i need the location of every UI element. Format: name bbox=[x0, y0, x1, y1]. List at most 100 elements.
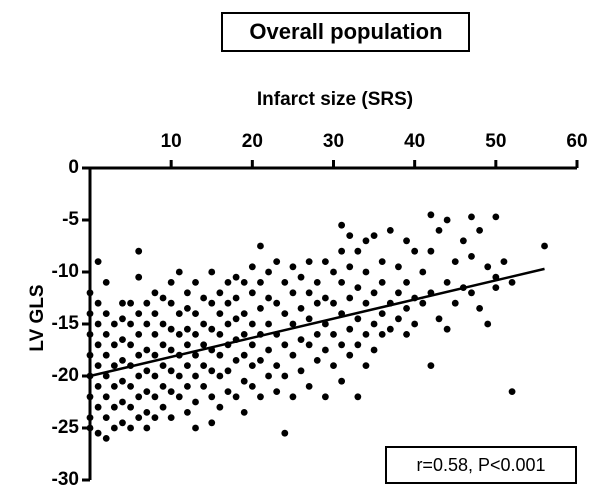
x-axis-label: Infarct size (SRS) bbox=[257, 89, 413, 110]
point bbox=[468, 253, 475, 260]
point bbox=[395, 263, 402, 271]
point bbox=[378, 331, 386, 338]
point bbox=[248, 320, 256, 328]
point bbox=[362, 331, 370, 338]
point bbox=[208, 419, 216, 427]
point bbox=[184, 409, 191, 416]
point bbox=[135, 414, 143, 421]
point bbox=[167, 346, 175, 354]
point bbox=[86, 424, 94, 432]
point bbox=[289, 320, 297, 328]
point bbox=[216, 331, 224, 338]
point bbox=[127, 341, 134, 349]
point bbox=[102, 331, 110, 338]
point bbox=[127, 403, 134, 411]
point bbox=[151, 372, 159, 380]
point bbox=[192, 398, 199, 406]
y-tick-label: -25 bbox=[52, 417, 80, 438]
point bbox=[192, 372, 199, 380]
point bbox=[232, 294, 240, 302]
point bbox=[192, 424, 199, 432]
point bbox=[305, 289, 313, 297]
point bbox=[476, 227, 483, 234]
point bbox=[208, 325, 216, 333]
point bbox=[265, 294, 272, 302]
point bbox=[427, 247, 435, 255]
point bbox=[273, 258, 281, 265]
point bbox=[281, 279, 289, 286]
point bbox=[248, 383, 256, 390]
point bbox=[403, 331, 410, 338]
point bbox=[500, 258, 508, 265]
point bbox=[289, 289, 297, 297]
point bbox=[395, 315, 402, 323]
point bbox=[224, 367, 232, 375]
point bbox=[135, 372, 143, 380]
point bbox=[110, 383, 118, 390]
point bbox=[240, 377, 248, 385]
point bbox=[192, 351, 199, 359]
point bbox=[135, 351, 143, 359]
point bbox=[403, 279, 410, 286]
point bbox=[216, 403, 224, 411]
point bbox=[370, 289, 378, 297]
point bbox=[362, 299, 370, 307]
point bbox=[224, 279, 232, 286]
point bbox=[240, 279, 248, 286]
point bbox=[184, 289, 191, 297]
point bbox=[330, 362, 337, 369]
chart-title: Overall population bbox=[249, 19, 442, 44]
point bbox=[102, 393, 110, 401]
point bbox=[200, 320, 208, 328]
point bbox=[468, 289, 475, 297]
point bbox=[200, 383, 208, 390]
point bbox=[281, 372, 289, 380]
point bbox=[167, 414, 175, 421]
point bbox=[119, 315, 126, 323]
point bbox=[151, 310, 159, 317]
point bbox=[338, 279, 346, 286]
point bbox=[451, 258, 459, 265]
point bbox=[232, 357, 240, 364]
point bbox=[362, 362, 370, 369]
point bbox=[184, 305, 191, 312]
point bbox=[443, 279, 451, 286]
point bbox=[321, 393, 329, 401]
point bbox=[240, 310, 248, 317]
point bbox=[443, 325, 451, 333]
point bbox=[313, 299, 321, 307]
point bbox=[102, 310, 110, 317]
point bbox=[110, 362, 118, 369]
point bbox=[281, 341, 289, 349]
y-axis-label: LV GLS bbox=[27, 284, 48, 351]
y-tick-label: -15 bbox=[52, 313, 80, 334]
point bbox=[208, 393, 216, 401]
point bbox=[411, 320, 419, 328]
point bbox=[297, 305, 305, 312]
point bbox=[119, 377, 126, 385]
point bbox=[508, 279, 516, 286]
point bbox=[321, 346, 329, 354]
point bbox=[94, 362, 102, 369]
point bbox=[159, 341, 167, 349]
point bbox=[427, 211, 435, 219]
point bbox=[224, 388, 232, 395]
point bbox=[338, 341, 346, 349]
point bbox=[289, 393, 297, 401]
point bbox=[119, 357, 126, 364]
point bbox=[257, 357, 264, 364]
point bbox=[541, 242, 548, 250]
y-tick-label: -30 bbox=[52, 469, 79, 490]
point bbox=[248, 362, 256, 369]
point bbox=[127, 299, 134, 307]
point bbox=[411, 247, 419, 255]
point bbox=[216, 310, 224, 317]
point bbox=[378, 310, 386, 317]
point bbox=[248, 341, 256, 349]
y-tick-label: 0 bbox=[68, 157, 79, 178]
point bbox=[159, 362, 167, 369]
point bbox=[216, 351, 224, 359]
x-tick-label: 50 bbox=[485, 131, 506, 152]
